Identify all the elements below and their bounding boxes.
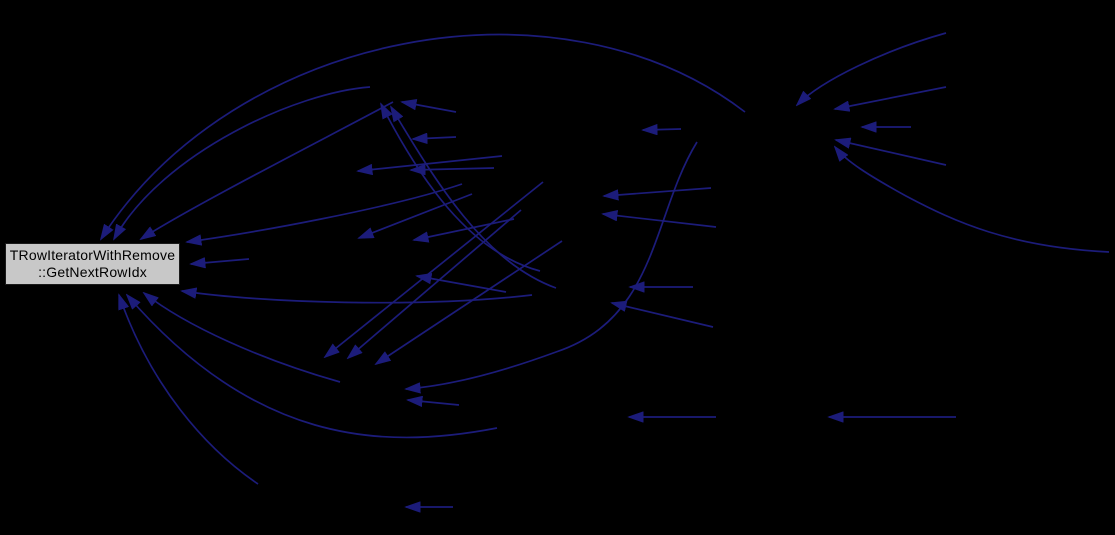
edge-long-curve-into-node-bottom-2 [127,295,498,439]
node-label-line-2: ::GetNextRowIdx [38,264,147,280]
edge-mid-row2-short [413,137,457,139]
edge-arc-over-top-into-node-top [101,33,746,239]
edge-mid-row5-short [417,276,507,293]
edge-diag-into-node-bottom-3 [144,293,341,383]
edge-big-s-to-bottom-node [406,141,698,389]
edge-col3-row1-b [603,214,717,228]
edge-right-hub-curve-top [797,32,947,105]
edge-s-curve-mid-1 [381,104,541,272]
graph-node-getnextrowidx: TRowIteratorWithRemove ::GetNextRowIdx [5,243,180,285]
edge-curve-into-node-top-3 [141,101,394,239]
edge-right-hub-s-curve [835,147,1110,253]
edge-curve-into-node-top-2 [114,86,371,239]
edge-steep-curve-into-node-bottom-1 [118,295,259,485]
edge-short-into-node-right [191,259,250,264]
edge-mid-row4-diag [359,193,473,239]
edge-right-hub-line-3 [836,140,947,166]
edge-mid-row3-long [358,155,503,171]
edge-long-diag-to-bottom-node-1 [348,209,522,358]
node-label-line-1: TRowIteratorWithRemove [9,247,176,263]
edge-s-curve-mid-2 [391,107,557,289]
edge-mid-row3-short [411,168,495,170]
edge-mid-row4-short [414,218,515,240]
edge-col3-row1-a [604,187,712,196]
edge-line-into-node-top-right [187,183,463,242]
edge-col3-row2-b [612,303,714,328]
edge-bottom-node-short [408,400,460,405]
edge-right-hub-inner-short [643,129,682,130]
edge-long-diag-to-bottom-node-2 [376,240,563,364]
edge-right-hub-line-1 [835,86,947,109]
edge-sweep-into-node-bottom-right [182,291,533,304]
edge-mid-top-short [402,102,457,113]
edge-long-diag-to-bottom-node-3 [325,181,544,357]
edges-group [101,32,1110,507]
